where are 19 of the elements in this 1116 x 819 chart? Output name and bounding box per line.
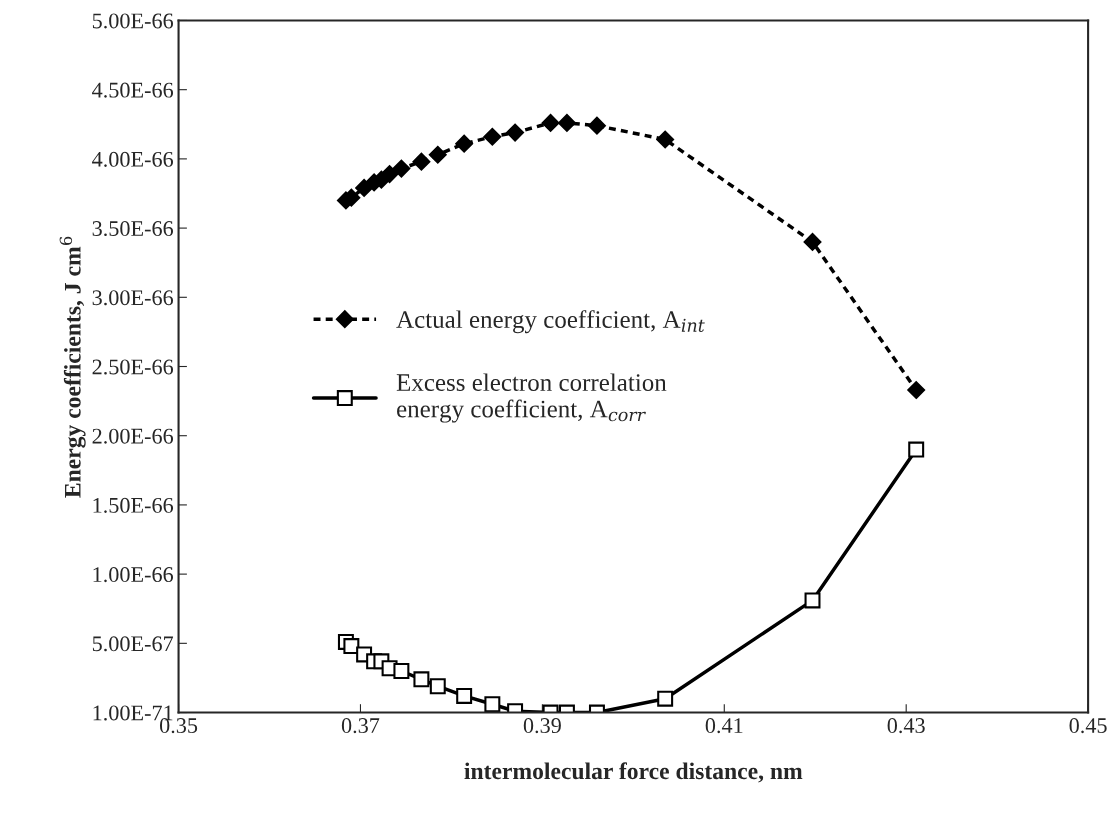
y-tick-label: 4.00E-66 [92,151,174,167]
x-axis-title: intermolecular force distance, nm [464,762,803,783]
y-axis-title: Energy coefficients, J cm$^{6}$ [59,236,86,498]
y-tick-label: 5.00E-66 [92,13,174,29]
x-tick-label: 0.43 [887,718,925,734]
x-tick-label: 0.37 [341,718,380,734]
y-tick-label: 1.00E-66 [93,567,174,583]
x-tick-label: 0.45 [1069,718,1107,734]
y-tick-label: 3.50E-66 [92,221,174,237]
x-tick-label: 0.39 [523,718,561,734]
legend-label: Actual energy coefficient, A$_{int}$ [396,310,705,334]
y-tick-label: 3.00E-66 [92,290,174,306]
y-tick-label: 5.00E-67 [92,636,174,652]
y-tick-label: 1.50E-66 [93,497,174,513]
y-tick-label: 2.00E-66 [92,428,174,444]
legend-label: Excess electron correlation energy coefficient, A$_{corr}$ [396,373,667,423]
x-tick-label: 0.41 [705,718,743,734]
y-tick-label: 2.50E-66 [92,359,174,375]
y-tick-label: 4.50E-66 [92,82,174,98]
